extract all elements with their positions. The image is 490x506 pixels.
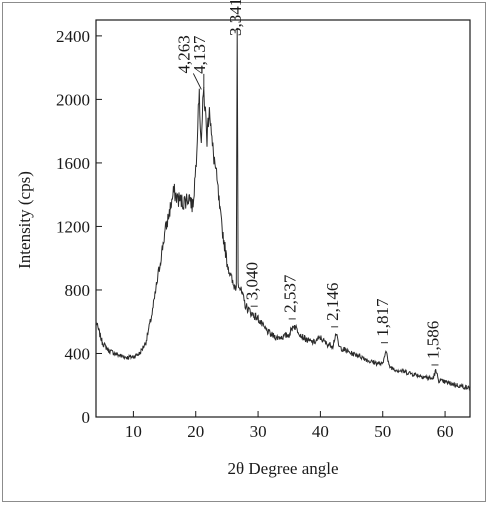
peak-label-group: 1,586 bbox=[423, 321, 442, 366]
peak-leader bbox=[192, 73, 202, 90]
y-tick-label: 1600 bbox=[56, 154, 90, 173]
peak-label: 3,040 bbox=[243, 262, 262, 300]
x-tick-label: 20 bbox=[187, 422, 204, 441]
series-layer bbox=[95, 27, 471, 391]
y-tick-label: 1200 bbox=[56, 217, 90, 236]
y-tick-label: 2400 bbox=[56, 27, 90, 46]
peak-label-group: 3,040 bbox=[243, 262, 262, 307]
peak-label: 2,146 bbox=[323, 283, 342, 321]
peak-label-group: 4,263 bbox=[174, 35, 202, 90]
figure-frame bbox=[2, 2, 486, 502]
plot-border bbox=[95, 19, 471, 418]
peak-label: 4,263 bbox=[174, 35, 193, 73]
peak-label-group: 2,146 bbox=[323, 283, 342, 328]
peak-label: 1,817 bbox=[373, 298, 392, 337]
y-tick-label: 800 bbox=[65, 281, 91, 300]
x-tick-label: 10 bbox=[125, 422, 142, 441]
peak-label: 1,586 bbox=[423, 321, 442, 359]
x-tick-label: 60 bbox=[437, 422, 454, 441]
peak-label: 2,537 bbox=[281, 274, 300, 313]
y-tick-label: 0 bbox=[82, 408, 91, 427]
x-tick-label: 40 bbox=[312, 422, 329, 441]
x-tick-label: 30 bbox=[250, 422, 267, 441]
peak-label-group: 2,537 bbox=[281, 274, 300, 320]
peak-label-group: 3,341 bbox=[226, 0, 245, 36]
x-tick-label: 50 bbox=[374, 422, 391, 441]
peak-label: 4,137 bbox=[190, 35, 209, 74]
peak-label: 3,341 bbox=[226, 0, 245, 36]
peak-label-group: 1,817 bbox=[373, 298, 392, 344]
xrd-trace bbox=[95, 27, 471, 391]
y-tick-label: 2000 bbox=[56, 90, 90, 109]
y-axis-title: Intensity (cps) bbox=[15, 171, 34, 269]
axes: 10 20 30 40 50 60 0 400 800 1200 1600 2000 2400 bbox=[56, 19, 471, 441]
peak-label-group: 4,137 bbox=[190, 35, 209, 88]
x-axis-title: 2θ Degree angle bbox=[227, 459, 338, 478]
y-tick-label: 400 bbox=[65, 344, 91, 363]
